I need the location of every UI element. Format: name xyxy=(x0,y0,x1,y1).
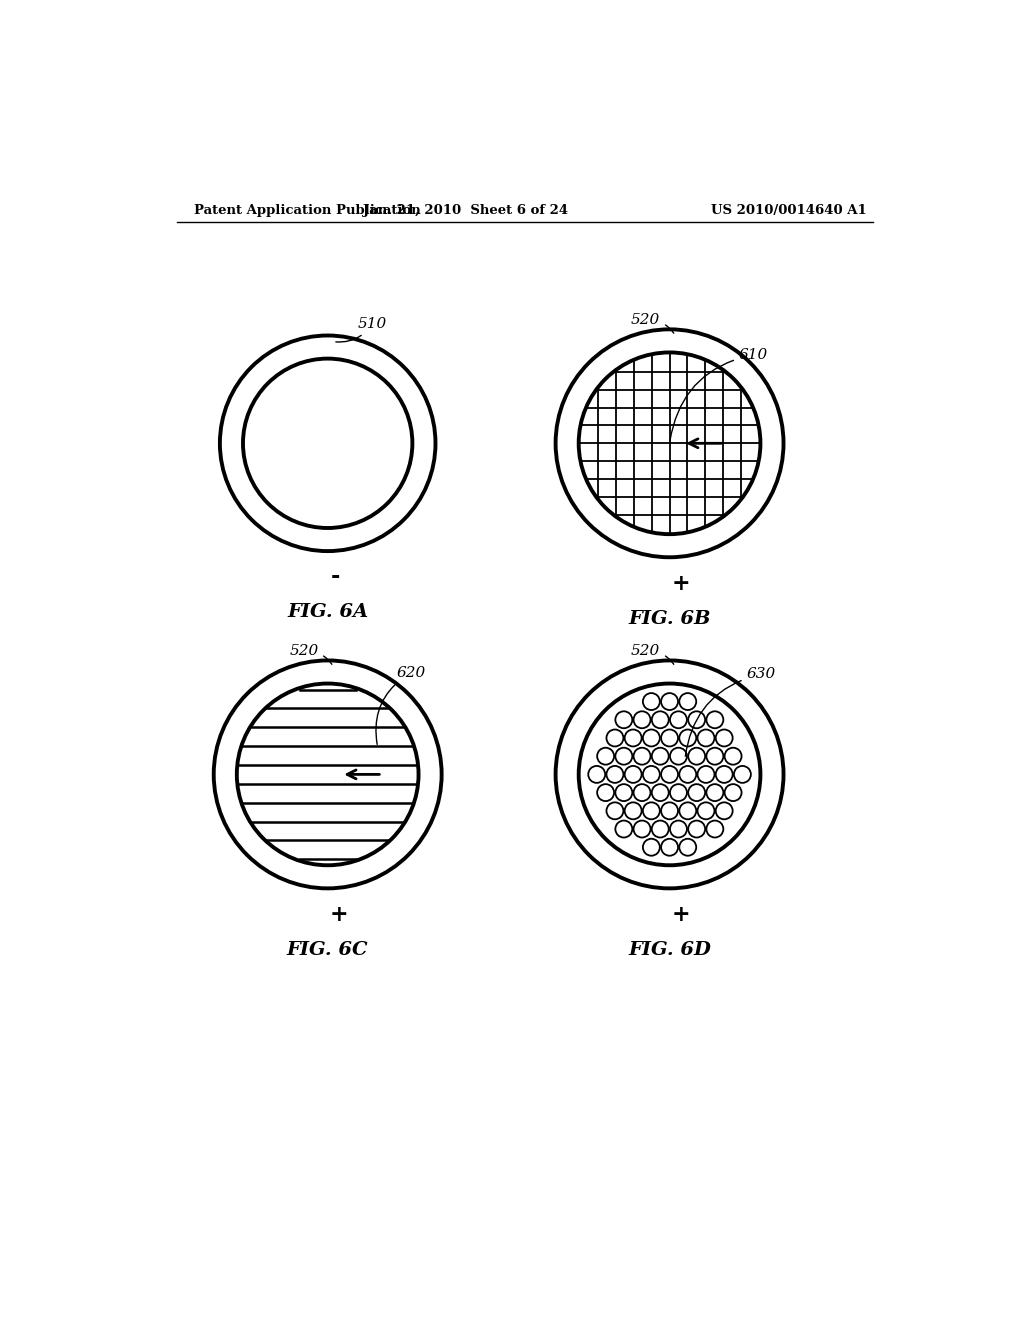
Text: +: + xyxy=(672,573,690,594)
Text: Jan. 21, 2010  Sheet 6 of 24: Jan. 21, 2010 Sheet 6 of 24 xyxy=(362,205,568,218)
Text: 510: 510 xyxy=(336,317,387,342)
Text: 520: 520 xyxy=(289,644,332,664)
Text: US 2010/0014640 A1: US 2010/0014640 A1 xyxy=(711,205,866,218)
Text: 620: 620 xyxy=(376,665,425,744)
Text: 630: 630 xyxy=(685,668,776,756)
Text: FIG. 6B: FIG. 6B xyxy=(629,610,711,627)
Text: +: + xyxy=(672,904,690,925)
Text: FIG. 6C: FIG. 6C xyxy=(287,941,369,958)
Text: FIG. 6D: FIG. 6D xyxy=(628,941,711,958)
Text: 610: 610 xyxy=(670,347,768,441)
Text: 520: 520 xyxy=(631,644,674,664)
Text: 520: 520 xyxy=(631,313,674,333)
Text: FIG. 6A: FIG. 6A xyxy=(287,603,369,622)
Text: +: + xyxy=(330,904,348,925)
Text: Patent Application Publication: Patent Application Publication xyxy=(194,205,421,218)
Text: -: - xyxy=(331,566,340,589)
